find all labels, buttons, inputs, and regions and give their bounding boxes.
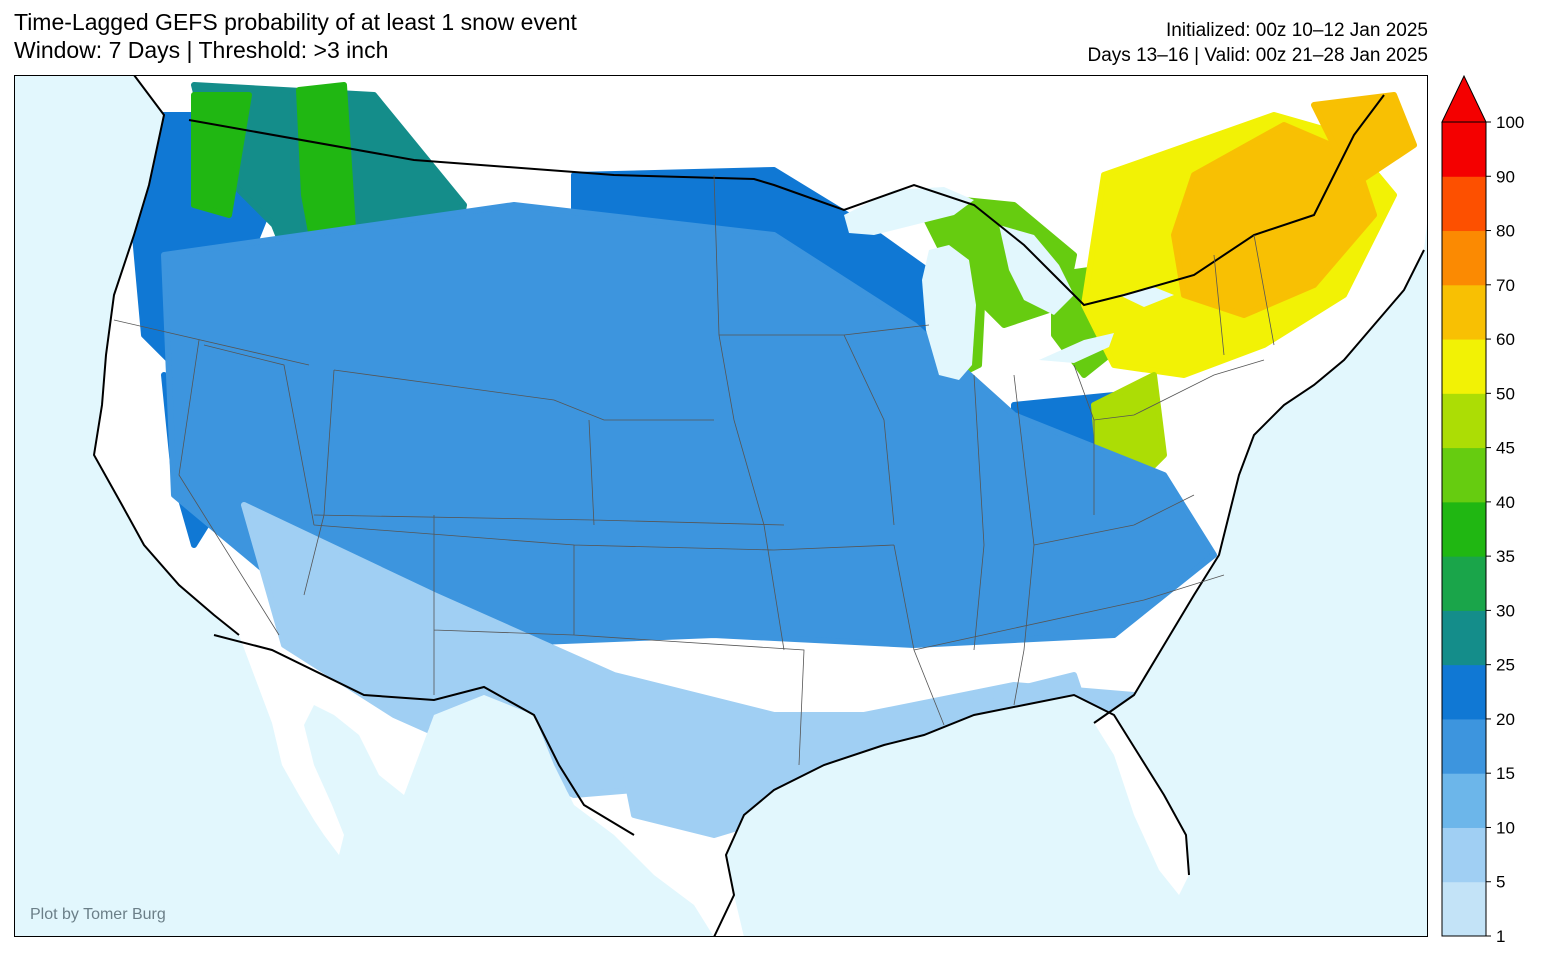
colorbar-tick-label: 15 — [1496, 764, 1515, 783]
colorbar-tick-label: 25 — [1496, 656, 1515, 675]
probability-contour-colorado-rockies — [191, 92, 252, 218]
mexico-border — [213, 634, 635, 836]
plot-credit: Plot by Tomer Burg — [30, 906, 166, 923]
initialized-label: Initialized: 00z 10–12 Jan 2025 — [1166, 20, 1428, 41]
lake-michigan — [922, 245, 976, 380]
colorbar-tick-label: 60 — [1496, 330, 1515, 349]
colorbar-swatch — [1442, 393, 1486, 449]
colorbar-tick-label: 50 — [1496, 384, 1515, 403]
colorbar-tick-label: 100 — [1496, 113, 1524, 132]
colorbar-swatch — [1442, 447, 1486, 503]
colorbar-tick-label: 80 — [1496, 222, 1515, 241]
colorbar-swatch — [1442, 664, 1486, 720]
colorbar-swatch — [1442, 501, 1486, 557]
valid-label: Days 13–16 | Valid: 00z 21–28 Jan 2025 — [1087, 45, 1429, 66]
colorbar-swatch — [1442, 881, 1486, 937]
colorbar-tick-label: 30 — [1496, 601, 1515, 620]
probability-contour-new-england — [1171, 122, 1377, 318]
colorbar-tick-label: 20 — [1496, 710, 1515, 729]
colorbar-swatch — [1442, 122, 1486, 177]
map-title: Time-Lagged GEFS probability of at least… — [14, 8, 577, 64]
colorbar-swatch — [1442, 827, 1486, 883]
colorbar-tick-label: 10 — [1496, 818, 1515, 837]
lake-huron — [999, 225, 1074, 315]
colorbar-swatch — [1442, 339, 1486, 394]
probability-contour-new-england — [1311, 92, 1417, 188]
colorbar-extend-arrow — [1441, 74, 1487, 123]
colorbar-swatch — [1442, 610, 1486, 666]
colorbar-tick-label: 70 — [1496, 276, 1515, 295]
title-line-2: Window: 7 Days | Threshold: >3 inch — [14, 37, 389, 63]
colorbar-swatch — [1442, 718, 1486, 774]
lake-erie — [1039, 333, 1114, 363]
colorbar-swatch — [1442, 773, 1486, 828]
colorbar-swatch — [1442, 556, 1486, 611]
state-lines — [113, 174, 1275, 766]
colorbar-tick-label: 90 — [1496, 167, 1515, 186]
colorbar-tick-label: 5 — [1496, 873, 1505, 892]
canada-border — [188, 94, 1385, 307]
colorbar-swatch — [1442, 284, 1486, 340]
colorbar-tick-label: 40 — [1496, 493, 1515, 512]
snow-probability-map — [14, 75, 1428, 937]
colorbar-swatch — [1442, 230, 1486, 286]
colorbar-tick-label: 45 — [1496, 439, 1515, 458]
colorbar-swatch — [1442, 176, 1486, 232]
title-line-1: Time-Lagged GEFS probability of at least… — [14, 9, 577, 35]
colorbar-tick-label: 35 — [1496, 547, 1515, 566]
coastline — [92, 75, 1425, 937]
run-info: Initialized: 00z 10–12 Jan 2025 Days 13–… — [1088, 18, 1429, 68]
colorbar-tick-label: 1 — [1496, 927, 1505, 946]
